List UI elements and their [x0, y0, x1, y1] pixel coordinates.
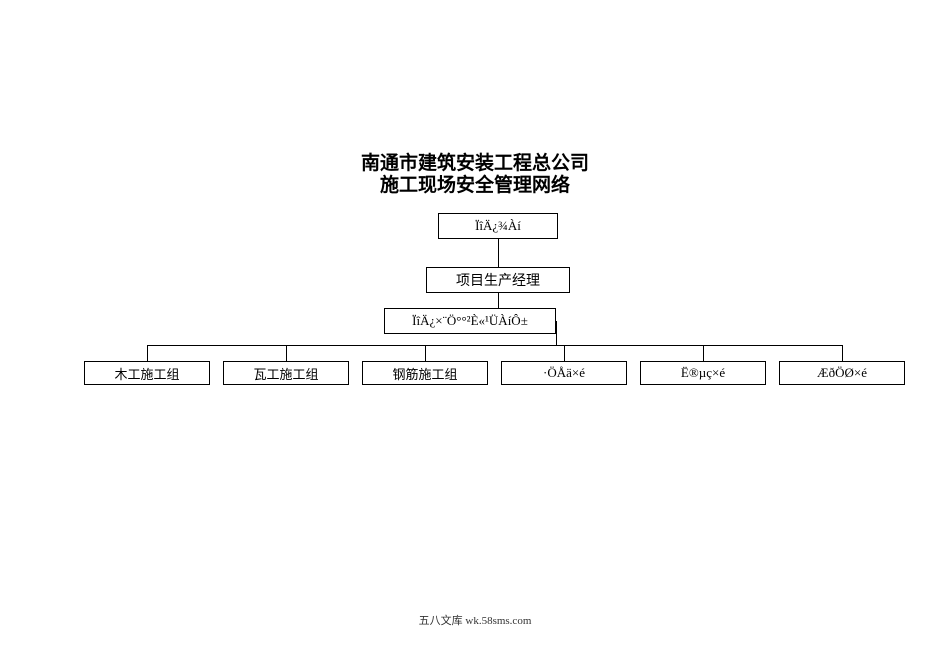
node-level3: ÏîÄ¿×¨Ö°°²È«¹ÜÀíÔ± — [384, 308, 556, 334]
node-leaf-4-label: Ë®µç×é — [681, 365, 725, 381]
conn-l3-to-hbar — [556, 321, 557, 345]
node-leaf-3-label: ·ÖÅä×é — [543, 365, 585, 381]
node-leaf-1: 瓦工施工组 — [223, 361, 349, 385]
conn-drop-0 — [147, 345, 148, 361]
node-level2-label: 项目生产经理 — [456, 270, 540, 290]
footer-text: 五八文库 wk.58sms.com — [0, 612, 950, 628]
conn-hbar — [147, 345, 842, 346]
node-leaf-1-label: 瓦工施工组 — [253, 364, 318, 383]
conn-drop-5 — [842, 345, 843, 361]
title-line2: 施工现场安全管理网络 — [0, 170, 950, 197]
node-leaf-3: ·ÖÅä×é — [501, 361, 627, 385]
node-root: ÏîÄ¿¾­Àí — [438, 213, 558, 239]
node-root-label: ÏîÄ¿¾­Àí — [475, 218, 521, 234]
conn-drop-1 — [286, 345, 287, 361]
conn-drop-4 — [703, 345, 704, 361]
node-level2: 项目生产经理 — [426, 267, 570, 293]
node-level3-label: ÏîÄ¿×¨Ö°°²È«¹ÜÀíÔ± — [412, 313, 528, 329]
node-leaf-5-label: ÆðÖØ×é — [817, 365, 867, 381]
page: 南通市建筑安装工程总公司 施工现场安全管理网络 ÏîÄ¿¾­Àí 项目生产经理 … — [0, 0, 950, 672]
conn-drop-2 — [425, 345, 426, 361]
node-leaf-5: ÆðÖØ×é — [779, 361, 905, 385]
conn-root-to-l2 — [498, 239, 499, 267]
node-leaf-2-label: 钢筋施工组 — [392, 364, 457, 383]
node-leaf-0-label: 木工施工组 — [114, 364, 179, 383]
conn-drop-3 — [564, 345, 565, 361]
node-leaf-4: Ë®µç×é — [640, 361, 766, 385]
node-leaf-0: 木工施工组 — [84, 361, 210, 385]
node-leaf-2: 钢筋施工组 — [362, 361, 488, 385]
conn-l2-to-l3 — [498, 293, 499, 308]
